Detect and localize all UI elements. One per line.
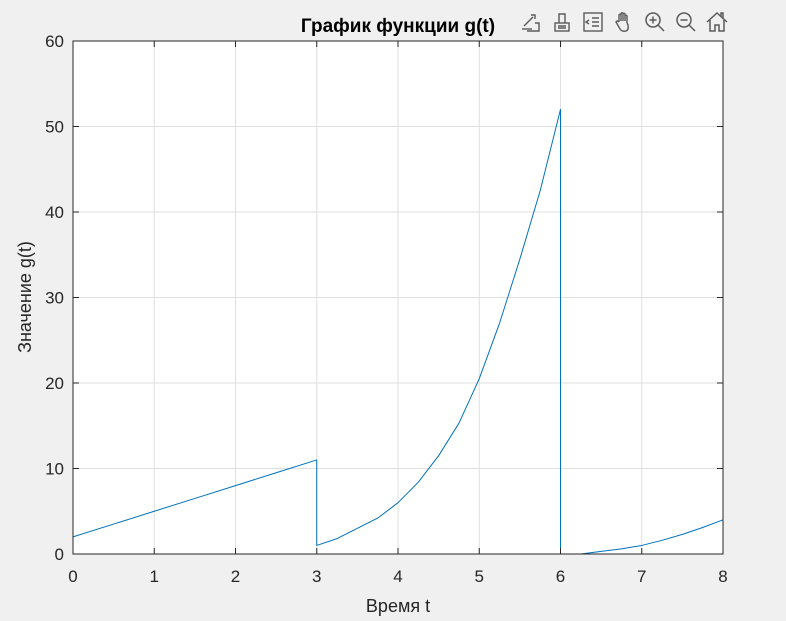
brush-button[interactable]	[547, 9, 577, 39]
x-tick-label: 7	[637, 567, 646, 586]
x-tick-label: 1	[150, 567, 159, 586]
zoom-in-icon	[643, 10, 667, 39]
data-tips-button[interactable]	[578, 9, 608, 39]
x-tick-label: 6	[556, 567, 565, 586]
chart-title: График функции g(t)	[301, 16, 495, 37]
x-tick-label: 2	[231, 567, 240, 586]
axes-toolbar	[516, 9, 732, 39]
series-line	[72, 108, 724, 555]
export-icon	[519, 10, 543, 39]
zoom-out-button[interactable]	[671, 9, 701, 39]
y-tick-label: 40	[45, 203, 64, 222]
home-icon	[705, 10, 729, 39]
brush-icon	[550, 10, 574, 39]
grid	[73, 41, 723, 554]
y-tick-label: 0	[55, 545, 64, 564]
ticks: 0 1 2 3 4 5 6 7 8 0 10 20 30 40 50 60	[45, 32, 728, 586]
data-tips-icon	[581, 10, 605, 39]
x-tick-label: 4	[393, 567, 402, 586]
export-button[interactable]	[516, 9, 546, 39]
y-tick-label: 50	[45, 118, 64, 137]
y-tick-label: 10	[45, 460, 64, 479]
y-tick-label: 60	[45, 32, 64, 51]
y-tick-label: 30	[45, 289, 64, 308]
zoom-in-button[interactable]	[640, 9, 670, 39]
x-tick-label: 5	[475, 567, 484, 586]
x-tick-label: 8	[718, 567, 727, 586]
series	[72, 108, 724, 555]
y-tick-label: 20	[45, 374, 64, 393]
y-axis-label: Значение g(t)	[15, 241, 35, 353]
pan-button[interactable]	[609, 9, 639, 39]
x-tick-label: 3	[312, 567, 321, 586]
zoom-out-icon	[674, 10, 698, 39]
x-axis-label: Время t	[366, 596, 430, 616]
home-button[interactable]	[702, 9, 732, 39]
pan-hand-icon	[612, 10, 636, 39]
x-tick-label: 0	[68, 567, 77, 586]
